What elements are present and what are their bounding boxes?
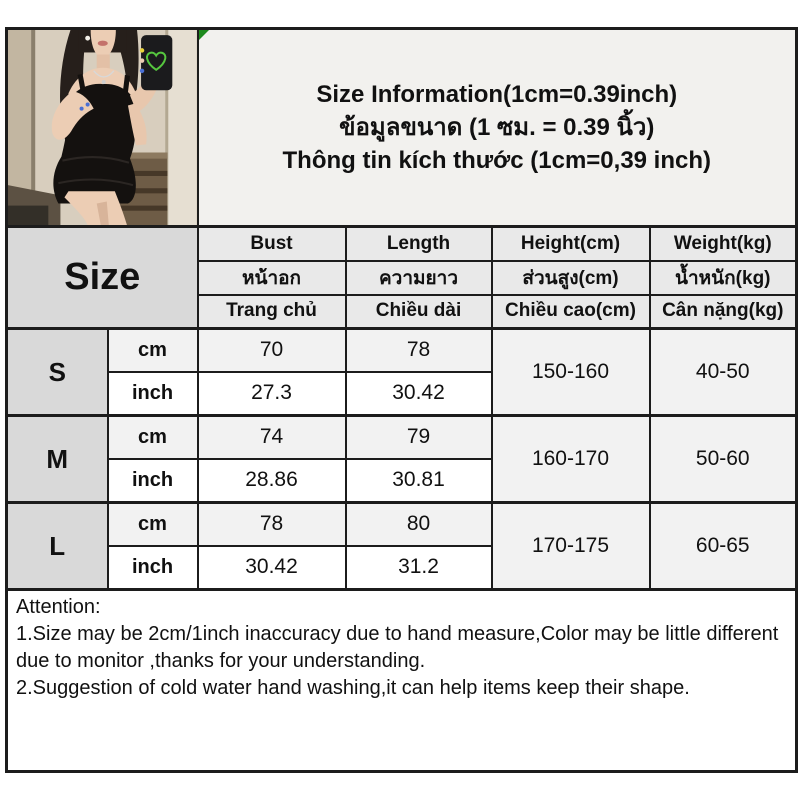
value-cell: 31.2 — [344, 544, 493, 591]
size-table: Size Information(1cm=0.39inch) ข้อมูลขนา… — [5, 27, 799, 773]
value-cell: 30.42 — [196, 544, 347, 591]
col-header-length-th: ความยาว — [344, 259, 493, 296]
size-header-cell: Size — [5, 225, 199, 330]
height-range-cell: 150-160 — [490, 327, 651, 417]
col-header-bust-th: หน้าอก — [196, 259, 347, 296]
title-line-th: ข้อมูลขนาด (1 ซม. = 0.39 นิ้ว) — [339, 114, 655, 141]
value-cell: 30.42 — [344, 370, 493, 417]
col-header-weight-th: น้ำหนัก(kg) — [648, 259, 798, 296]
unit-cell: inch — [106, 370, 199, 417]
height-range-cell: 160-170 — [490, 414, 651, 504]
col-header-height-en: Height(cm) — [490, 225, 651, 262]
table-row: inch 30.42 31.2 — [7, 544, 797, 591]
value-cell: 30.81 — [344, 457, 493, 504]
col-header-length-en: Length — [344, 225, 493, 262]
attention-heading: Attention: — [16, 596, 101, 618]
title-cell: Size Information(1cm=0.39inch) ข้อมูลขนา… — [196, 27, 798, 228]
col-header-height-vi: Chiều cao(cm) — [490, 293, 651, 330]
table-row: M cm 74 79 160-170 50-60 — [5, 414, 798, 504]
photo-cell — [5, 27, 199, 228]
size-cell-s: S — [5, 327, 109, 417]
table-row: inch 28.86 30.81 — [7, 457, 797, 504]
value-cell: 28.86 — [196, 457, 347, 504]
table-row: S cm 70 78 150-160 40-50 — [5, 327, 798, 417]
product-photo — [8, 30, 196, 225]
value-cell: 79 — [344, 414, 493, 460]
attention-item-1: 1.Size may be 2cm/1inch inaccuracy due t… — [16, 623, 779, 672]
attention-cell: Attention: 1.Size may be 2cm/1inch inacc… — [5, 588, 798, 773]
table-row: L cm 78 80 170-175 60-65 — [5, 501, 798, 591]
title-line-en: Size Information(1cm=0.39inch) — [316, 81, 678, 108]
value-cell: 74 — [196, 414, 347, 460]
green-corner-marker-icon — [199, 30, 209, 40]
value-cell: 80 — [344, 501, 493, 547]
col-header-height-th: ส่วนสูง(cm) — [490, 259, 651, 296]
weight-range-cell: 60-65 — [648, 501, 798, 591]
attention-item-2: 2.Suggestion of cold water hand washing,… — [16, 677, 690, 699]
unit-cell: inch — [106, 544, 199, 591]
weight-range-cell: 50-60 — [648, 414, 798, 504]
value-cell: 70 — [196, 327, 347, 373]
value-cell: 78 — [196, 501, 347, 547]
col-header-weight-vi: Cân nặng(kg) — [648, 293, 798, 330]
unit-cell: cm — [106, 327, 199, 373]
title-line-vi: Thông tin kích thước (1cm=0,39 inch) — [282, 147, 712, 174]
size-cell-l: L — [5, 501, 109, 591]
unit-cell: inch — [106, 457, 199, 504]
size-cell-m: M — [5, 414, 109, 504]
table-row: inch 27.3 30.42 — [7, 370, 797, 417]
photo-title-row: Size Information(1cm=0.39inch) ข้อมูลขนา… — [5, 27, 798, 228]
col-header-length-vi: Chiều dài — [344, 293, 493, 330]
unit-cell: cm — [106, 501, 199, 547]
height-range-cell: 170-175 — [490, 501, 651, 591]
col-header-bust-en: Bust — [196, 225, 347, 262]
col-header-weight-en: Weight(kg) — [648, 225, 798, 262]
attention-row: Attention: 1.Size may be 2cm/1inch inacc… — [5, 588, 798, 773]
weight-range-cell: 40-50 — [648, 327, 798, 417]
value-cell: 78 — [344, 327, 493, 373]
col-header-bust-vi: Trang chủ — [196, 293, 347, 330]
value-cell: 27.3 — [196, 370, 347, 417]
unit-cell: cm — [106, 414, 199, 460]
